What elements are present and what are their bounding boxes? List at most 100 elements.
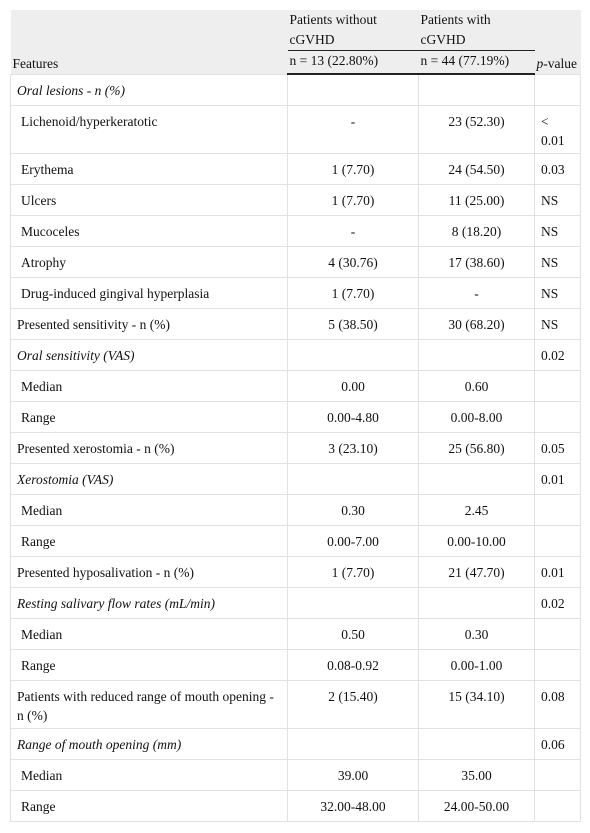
p-value-cell: NS (534, 246, 581, 278)
table-row: Median 0.00 0.60 (10, 370, 581, 402)
value-cell: 32.00-48.00 (287, 790, 419, 822)
value-cell: 0.30 (418, 618, 535, 650)
row-label: Drug-induced gingival hyperplasia (10, 277, 288, 309)
value-cell (418, 587, 535, 619)
row-label: Median (10, 370, 288, 402)
table-row: Median 0.50 0.30 (10, 618, 581, 650)
table-row: Mucoceles -8 (18.20) NS (10, 215, 581, 247)
value-cell (287, 728, 419, 760)
value-cell: 0.00-1.00 (418, 649, 535, 681)
table-body: Oral lesions - n (%) Lichenoid/hyperkerat… (10, 73, 581, 822)
value-cell: 1 (7.70) (287, 277, 419, 309)
value-cell: 39.00 (287, 759, 419, 791)
row-label: Range (10, 401, 288, 433)
table-row: Range 0.08-0.92 0.00-1.00 (10, 649, 581, 681)
value-cell: 0.60 (418, 370, 535, 402)
table-row: Atrophy 4 (30.76) 17 (38.60) NS (10, 246, 581, 278)
row-label: Ulcers (10, 184, 288, 216)
value-cell: 30 (68.20) (418, 308, 535, 340)
row-label: Median (10, 494, 288, 526)
value-cell: 1 (7.70) (287, 153, 419, 185)
p-value-cell (534, 494, 581, 526)
group-header: Patients with cGVHD (418, 10, 535, 51)
row-label: Resting salivary flow rates (mL/min) (10, 587, 288, 619)
n-header: n = 13 (22.80%) (287, 50, 419, 75)
value-cell: 4 (30.76) (287, 246, 419, 278)
features-header: Features (10, 10, 288, 74)
value-cell (418, 463, 535, 495)
value-cell: 2 (15.40) (287, 680, 419, 729)
value-cell: 0.00-7.00 (287, 525, 419, 557)
table-row: Range 0.00-4.80 0.00-8.00 (10, 401, 581, 433)
table-row: Drug-induced gingival hyperplasia 1 (7.70… (10, 277, 581, 309)
p-value-header: p-value (534, 10, 581, 74)
value-cell: 5 (38.50) (287, 308, 419, 340)
table-row: Lichenoid/hyperkeratotic -23 (52.30) < 0.0… (10, 105, 581, 154)
row-label: Presented sensitivity - n (%) (10, 308, 288, 340)
p-value-cell (534, 73, 581, 106)
row-label: Median (10, 618, 288, 650)
value-cell: 25 (56.80) (418, 432, 535, 464)
row-label: Xerostomia (VAS) (10, 463, 288, 495)
value-cell (418, 728, 535, 760)
row-label: Patients with reduced range of mouth ope… (10, 680, 288, 729)
p-value-cell: 0.06 (534, 728, 581, 760)
value-cell: - (287, 105, 419, 154)
value-cell (287, 463, 419, 495)
table-row: Xerostomia (VAS) 0.01 (10, 463, 581, 495)
row-label: Mucoceles (10, 215, 288, 247)
p-value-cell (534, 790, 581, 822)
value-cell: 17 (38.60) (418, 246, 535, 278)
value-cell (418, 73, 535, 106)
value-cell: 0.30 (287, 494, 419, 526)
row-label: Range (10, 525, 288, 557)
table-row: Range of mouth opening (mm) 0.06 (10, 728, 581, 760)
p-value-cell: 0.01 (534, 556, 581, 588)
p-value-cell (534, 618, 581, 650)
row-label: Median (10, 759, 288, 791)
p-value-cell: 0.08 (534, 680, 581, 729)
value-cell: 1 (7.70) (287, 556, 419, 588)
table-row: Range 32.00-48.00 24.00-50.00 (10, 790, 581, 822)
value-cell: - (287, 215, 419, 247)
value-cell: 24 (54.50) (418, 153, 535, 185)
table-row: Erythema 1 (7.70) 24 (54.50) 0.03 (10, 153, 581, 185)
row-label: Range (10, 649, 288, 681)
row-label: Erythema (10, 153, 288, 185)
value-cell: 3 (23.10) (287, 432, 419, 464)
p-value-cell: 0.03 (534, 153, 581, 185)
table-row: Resting salivary flow rates (mL/min) 0.02 (10, 587, 581, 619)
value-cell: 8 (18.20) (418, 215, 535, 247)
value-cell (418, 339, 535, 371)
value-cell: 24.00-50.00 (418, 790, 535, 822)
p-value-cell: 0.02 (534, 587, 581, 619)
p-value-cell: 0.01 (534, 463, 581, 495)
value-cell (287, 73, 419, 106)
value-cell: 11 (25.00) (418, 184, 535, 216)
value-cell: 0.50 (287, 618, 419, 650)
table-row: Median 0.30 2.45 (10, 494, 581, 526)
row-label: Presented hyposalivation - n (%) (10, 556, 288, 588)
row-label: Range of mouth opening (mm) (10, 728, 288, 760)
value-cell: 35.00 (418, 759, 535, 791)
value-cell: 0.00-4.80 (287, 401, 419, 433)
table-row: Range 0.00-7.00 0.00-10.00 (10, 525, 581, 557)
value-cell: 0.00 (287, 370, 419, 402)
value-cell (287, 339, 419, 371)
table-row: Presented xerostomia - n (%) 3 (23.10) 25 … (10, 432, 581, 464)
p-value-cell: < 0.01 (534, 105, 581, 154)
value-cell: 15 (34.10) (418, 680, 535, 729)
p-value-cell (534, 370, 581, 402)
p-value-cell: NS (534, 184, 581, 216)
p-value-cell: NS (534, 277, 581, 309)
value-cell: 23 (52.30) (418, 105, 535, 154)
table-row: Presented sensitivity - n (%) 5 (38.50) 30… (10, 308, 581, 340)
p-value-cell (534, 525, 581, 557)
value-cell: - (418, 277, 535, 309)
p-value-cell: 0.05 (534, 432, 581, 464)
value-cell: 0.00-10.00 (418, 525, 535, 557)
p-value-cell: NS (534, 308, 581, 340)
table-row: Patients with reduced range of mouth ope… (10, 680, 581, 729)
p-value-cell (534, 649, 581, 681)
value-cell: 0.08-0.92 (287, 649, 419, 681)
